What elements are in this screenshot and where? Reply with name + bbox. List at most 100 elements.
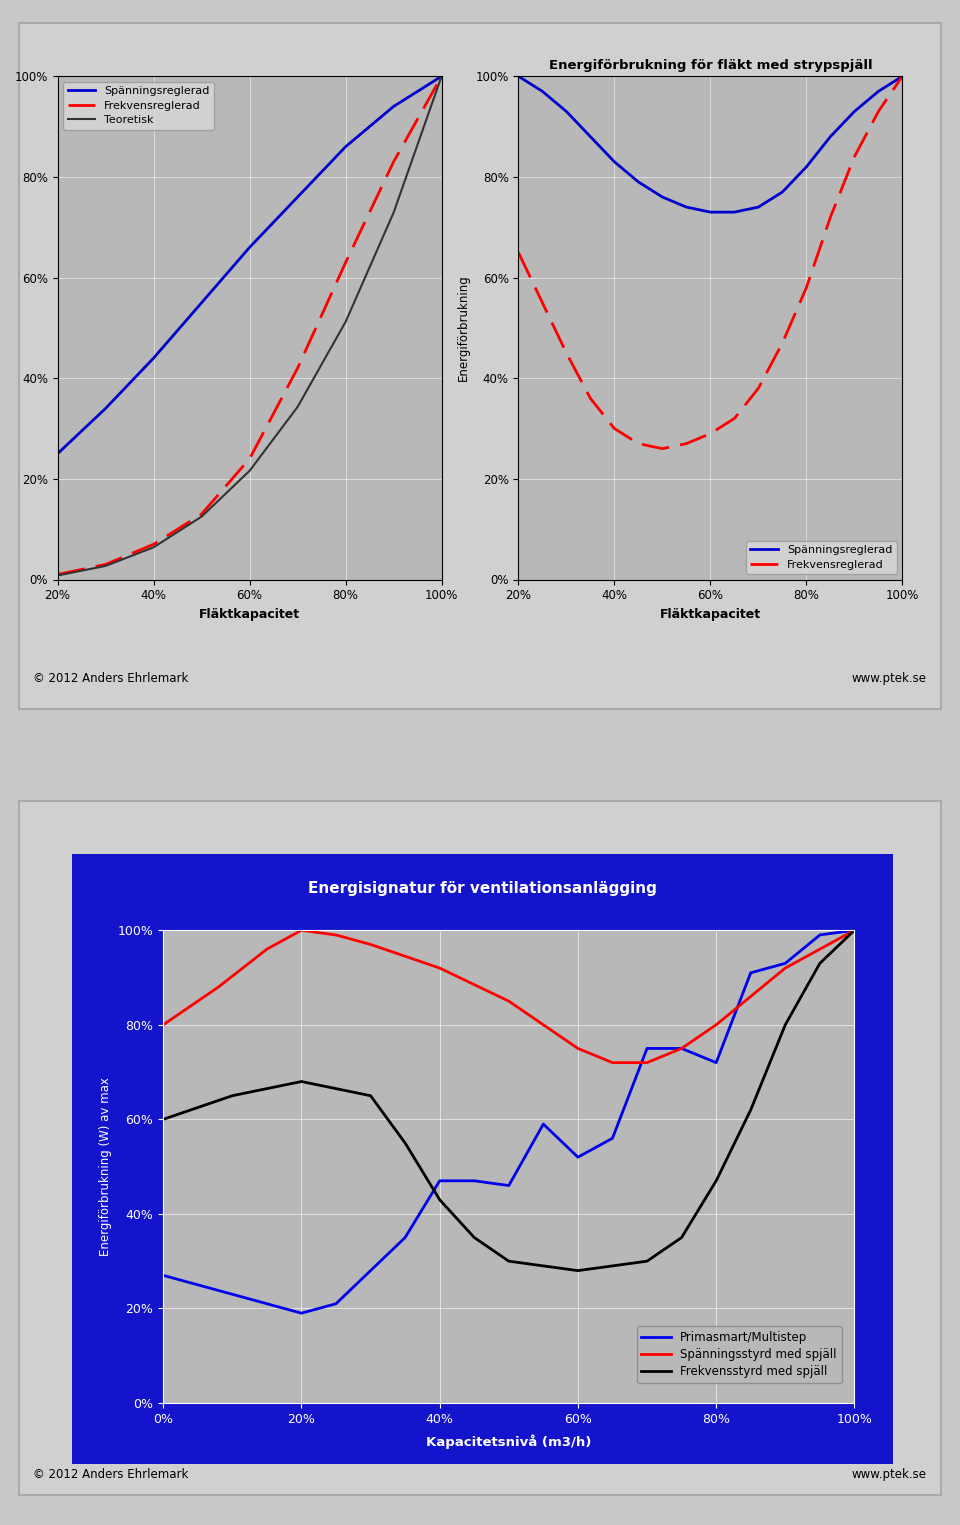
Spänningsstyrd med spjäll (296, 921, 307, 939)
Frekvensstyrd med spjäll (296, 1072, 307, 1090)
Primasmart/Multistep (365, 1261, 376, 1279)
Frekvensreglerad (100, 555, 111, 573)
Spänningsreglerad (52, 445, 63, 464)
Spänningsstyrd med spjäll (710, 1016, 722, 1034)
Frekvensstyrd med spjäll (227, 1086, 238, 1104)
Line: Frekvensstyrd med spjäll: Frekvensstyrd med spjäll (163, 930, 854, 1270)
Primasmart/Multistep (572, 1148, 584, 1167)
Spänningsreglerad (436, 67, 447, 85)
Title: Energiförbrukning för fläkt med strypspjäll: Energiförbrukning för fläkt med strypspj… (548, 59, 873, 72)
Frekvensreglerad (705, 424, 716, 442)
Spänningsstyrd med spjäll (261, 939, 273, 958)
Spänningsreglerad (148, 349, 159, 368)
Spänningsstyrd med spjäll (641, 1054, 653, 1072)
Frekvensreglerad (753, 380, 764, 398)
Spänningsreglerad (388, 98, 399, 116)
Frekvensstyrd med spjäll (572, 1261, 584, 1279)
Spänningsstyrd med spjäll (503, 993, 515, 1011)
Spänningsreglerad (537, 82, 548, 101)
Spänningsreglerad (705, 203, 716, 221)
Primasmart/Multistep (157, 1266, 169, 1284)
Frekvensreglerad (897, 67, 908, 85)
Teoretisk (292, 398, 303, 416)
Teoretisk (52, 566, 63, 584)
Spänningsstyrd med spjäll (849, 921, 860, 939)
Spänningsreglerad (340, 137, 351, 156)
X-axis label: Kapacitetsnivå (m3/h): Kapacitetsnivå (m3/h) (426, 1434, 591, 1449)
Frekvensreglerad (292, 358, 303, 377)
Frekvensreglerad (873, 102, 884, 120)
Primasmart/Multistep (399, 1229, 411, 1247)
X-axis label: Fläktkapacitet: Fläktkapacitet (199, 608, 300, 621)
Frekvensreglerad (513, 242, 524, 262)
Legend: Spänningsreglerad, Frekvensreglerad, Teoretisk: Spänningsreglerad, Frekvensreglerad, Teo… (63, 82, 214, 130)
Spänningsreglerad (609, 152, 620, 171)
Teoretisk (196, 508, 207, 526)
Teoretisk (340, 313, 351, 331)
Frekvensreglerad (849, 148, 860, 166)
Primasmart/Multistep (227, 1286, 238, 1304)
Primasmart/Multistep (641, 1040, 653, 1058)
Primasmart/Multistep (607, 1128, 618, 1147)
Teoretisk (100, 557, 111, 575)
Primasmart/Multistep (538, 1115, 549, 1133)
Frekvensstyrd med spjäll (468, 1229, 480, 1247)
Primasmart/Multistep (434, 1171, 445, 1190)
Frekvensstyrd med spjäll (607, 1257, 618, 1275)
Spänningsstyrd med spjäll (330, 926, 342, 944)
Spänningsreglerad (244, 238, 255, 256)
Spänningsreglerad (897, 67, 908, 85)
Spänningsstyrd med spjäll (434, 959, 445, 978)
Line: Spänningsreglerad: Spänningsreglerad (58, 76, 442, 454)
Line: Frekvensreglerad: Frekvensreglerad (58, 76, 442, 575)
Spänningsreglerad (585, 128, 596, 146)
Text: www.ptek.se: www.ptek.se (852, 1467, 927, 1481)
Frekvensstyrd med spjäll (745, 1101, 756, 1119)
Teoretisk (244, 462, 255, 480)
Frekvensreglerad (801, 279, 812, 297)
X-axis label: Fläktkapacitet: Fläktkapacitet (660, 608, 761, 621)
Spänningsreglerad (825, 128, 836, 146)
Primasmart/Multistep (710, 1054, 722, 1072)
Text: © 2012 Anders Ehrlemark: © 2012 Anders Ehrlemark (33, 1467, 188, 1481)
Spänningsreglerad (196, 293, 207, 313)
Primasmart/Multistep (849, 921, 860, 939)
Frekvensreglerad (777, 334, 788, 352)
Frekvensreglerad (148, 535, 159, 554)
Frekvensstyrd med spjäll (157, 1110, 169, 1128)
Spänningsstyrd med spjäll (745, 987, 756, 1005)
Frekvensreglerad (436, 67, 447, 85)
Primasmart/Multistep (745, 964, 756, 982)
Frekvensstyrd med spjäll (849, 921, 860, 939)
Frekvensreglerad (633, 435, 644, 453)
Frekvensstyrd med spjäll (434, 1191, 445, 1209)
Frekvensreglerad (729, 409, 740, 427)
Teoretisk (436, 67, 447, 85)
Spänningsstyrd med spjäll (676, 1040, 687, 1058)
Spänningsstyrd med spjäll (365, 935, 376, 953)
Frekvensstyrd med spjäll (710, 1171, 722, 1190)
Spänningsreglerad (292, 188, 303, 206)
Teoretisk (388, 203, 399, 221)
Frekvensreglerad (561, 343, 572, 361)
Primasmart/Multistep (814, 926, 826, 944)
Spänningsstyrd med spjäll (780, 959, 791, 978)
Line: Spänningsreglerad: Spänningsreglerad (518, 76, 902, 212)
Frekvensreglerad (388, 152, 399, 171)
Frekvensreglerad (537, 293, 548, 313)
Text: www.ptek.se: www.ptek.se (852, 673, 927, 685)
Frekvensstyrd med spjäll (676, 1229, 687, 1247)
Primasmart/Multistep (468, 1171, 480, 1190)
Legend: Spänningsreglerad, Frekvensreglerad: Spänningsreglerad, Frekvensreglerad (746, 540, 897, 573)
Teoretisk (148, 538, 159, 557)
Frekvensstyrd med spjäll (365, 1086, 376, 1104)
Text: © 2012 Anders Ehrlemark: © 2012 Anders Ehrlemark (33, 673, 188, 685)
Spänningsreglerad (513, 67, 524, 85)
Frekvensstyrd med spjäll (814, 955, 826, 973)
Frekvensreglerad (657, 439, 668, 458)
Frekvensreglerad (585, 389, 596, 407)
Frekvensreglerad (825, 207, 836, 226)
Legend: Primasmart/Multistep, Spänningsstyrd med spjäll, Frekvensstyrd med spjäll: Primasmart/Multistep, Spänningsstyrd med… (636, 1327, 842, 1383)
Line: Spänningsstyrd med spjäll: Spänningsstyrd med spjäll (163, 930, 854, 1063)
Spänningsreglerad (681, 198, 692, 217)
